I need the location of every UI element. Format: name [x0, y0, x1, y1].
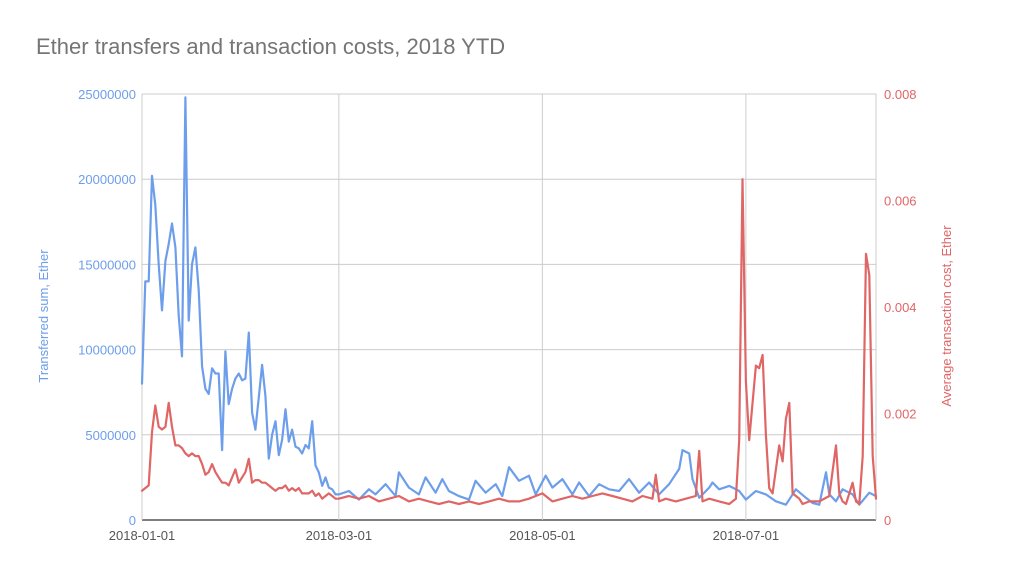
x-tick-label: 2018-05-01 — [509, 528, 576, 543]
y-left-tick-label: 20000000 — [78, 172, 136, 187]
left-axis-title: Transferred sum, Ether — [36, 249, 51, 383]
x-tick-label: 2018-03-01 — [306, 528, 373, 543]
series-line-transaction-cost — [140, 178, 878, 506]
y-left-tick-label: 5000000 — [85, 428, 136, 443]
x-tick-label: 2018-07-01 — [713, 528, 780, 543]
right-axis-ticks: 0 0.002 0.004 0.006 0.008 — [884, 87, 917, 528]
y-left-tick-label: 10000000 — [78, 343, 136, 358]
y-left-tick-label: 0 — [129, 513, 136, 528]
chart-title: Ether transfers and transaction costs, 2… — [36, 34, 506, 59]
gridlines — [141, 93, 877, 521]
series-lines — [140, 96, 878, 506]
left-axis-ticks: 0 5000000 10000000 15000000 20000000 25000000 — [78, 87, 136, 528]
y-right-tick-label: 0 — [884, 513, 891, 528]
y-left-tick-label: 15000000 — [78, 257, 136, 272]
series-line-transferred-sum — [140, 96, 878, 506]
y-right-tick-label: 0.004 — [884, 300, 917, 315]
right-axis-title: Average transaction cost, Ether — [939, 225, 954, 407]
x-axis-ticks: 2018-01-01 2018-03-01 2018-05-01 2018-07-01 — [109, 528, 779, 543]
y-right-tick-label: 0.002 — [884, 407, 917, 422]
y-right-tick-label: 0.008 — [884, 87, 917, 102]
y-right-tick-label: 0.006 — [884, 194, 917, 209]
y-left-tick-label: 25000000 — [78, 87, 136, 102]
x-tick-label: 2018-01-01 — [109, 528, 176, 543]
